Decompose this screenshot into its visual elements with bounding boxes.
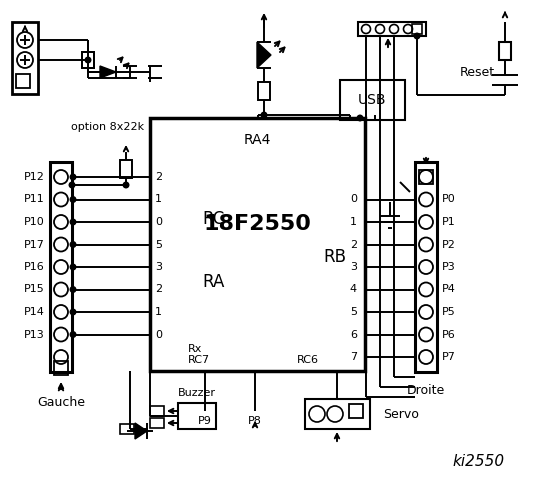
Text: 2: 2	[155, 285, 162, 295]
Bar	[16, 74, 30, 88]
Bar	[120, 160, 132, 178]
Circle shape	[415, 34, 420, 38]
Text: P16: P16	[24, 262, 45, 272]
Bar	[150, 118, 365, 371]
Text: Servo: Servo	[383, 408, 419, 420]
Text: P14: P14	[24, 307, 45, 317]
Text: 0: 0	[350, 194, 357, 204]
Text: 7: 7	[350, 352, 357, 362]
Bar	[305, 399, 370, 429]
Text: 1: 1	[350, 217, 357, 227]
Text: 1: 1	[155, 194, 162, 204]
Circle shape	[70, 197, 76, 202]
Polygon shape	[257, 42, 271, 68]
Circle shape	[70, 182, 75, 188]
Text: P10: P10	[24, 217, 45, 227]
Text: ki2550: ki2550	[453, 455, 505, 469]
Text: P5: P5	[442, 307, 456, 317]
Text: option 8x22k: option 8x22k	[71, 122, 144, 132]
Text: 0: 0	[155, 329, 162, 339]
Text: 0: 0	[155, 217, 162, 227]
Polygon shape	[135, 423, 147, 439]
Text: P17: P17	[24, 240, 45, 250]
Text: P1: P1	[442, 217, 456, 227]
Text: RC6: RC6	[297, 355, 319, 365]
Circle shape	[70, 242, 76, 247]
Text: P2: P2	[442, 240, 456, 250]
Text: Reset: Reset	[460, 65, 495, 79]
Bar	[50, 162, 72, 372]
Circle shape	[357, 116, 363, 120]
Polygon shape	[100, 66, 116, 78]
Circle shape	[123, 182, 128, 188]
Text: P12: P12	[24, 172, 45, 182]
Bar	[178, 403, 216, 429]
Text: 3: 3	[350, 262, 357, 272]
Text: P4: P4	[442, 285, 456, 295]
Circle shape	[70, 310, 76, 314]
Text: P6: P6	[442, 329, 456, 339]
Bar	[120, 424, 134, 434]
Circle shape	[70, 264, 76, 269]
Bar	[358, 22, 426, 36]
Text: P9: P9	[198, 416, 212, 426]
Text: USB: USB	[358, 93, 386, 107]
Bar	[340, 80, 405, 120]
Text: 2: 2	[350, 240, 357, 250]
Bar	[258, 82, 270, 100]
Bar	[150, 406, 164, 416]
Bar	[12, 22, 38, 94]
Text: 3: 3	[155, 262, 162, 272]
Text: Rx: Rx	[188, 344, 202, 354]
Text: 6: 6	[350, 329, 357, 339]
Circle shape	[262, 112, 267, 118]
Text: P13: P13	[24, 329, 45, 339]
Bar	[150, 418, 164, 428]
Text: RA: RA	[202, 274, 225, 291]
Text: P15: P15	[24, 285, 45, 295]
Circle shape	[70, 332, 76, 337]
Text: 5: 5	[155, 240, 162, 250]
Text: RB: RB	[323, 248, 346, 266]
Bar	[82, 52, 94, 68]
Text: 5: 5	[350, 307, 357, 317]
Text: RC7: RC7	[188, 355, 210, 365]
Text: Buzzer: Buzzer	[178, 388, 216, 398]
Text: 18F2550: 18F2550	[204, 214, 311, 234]
Text: RA4: RA4	[244, 133, 271, 147]
Text: RC: RC	[202, 210, 225, 228]
Bar	[82, 52, 94, 68]
Text: Droite: Droite	[407, 384, 445, 396]
Text: P11: P11	[24, 194, 45, 204]
Text: P8: P8	[248, 416, 262, 426]
Bar	[415, 162, 437, 372]
Text: 2: 2	[155, 172, 162, 182]
Circle shape	[70, 175, 76, 180]
Bar	[499, 42, 511, 60]
Text: P3: P3	[442, 262, 456, 272]
Text: 1: 1	[155, 307, 162, 317]
Bar	[54, 361, 68, 375]
Circle shape	[86, 58, 91, 62]
Text: P0: P0	[442, 194, 456, 204]
Circle shape	[70, 219, 76, 225]
Text: P7: P7	[442, 352, 456, 362]
Bar	[419, 170, 433, 184]
Text: Gauche: Gauche	[37, 396, 85, 408]
Circle shape	[70, 287, 76, 292]
Text: 4: 4	[350, 285, 357, 295]
Bar	[349, 404, 363, 418]
Bar	[412, 24, 422, 34]
